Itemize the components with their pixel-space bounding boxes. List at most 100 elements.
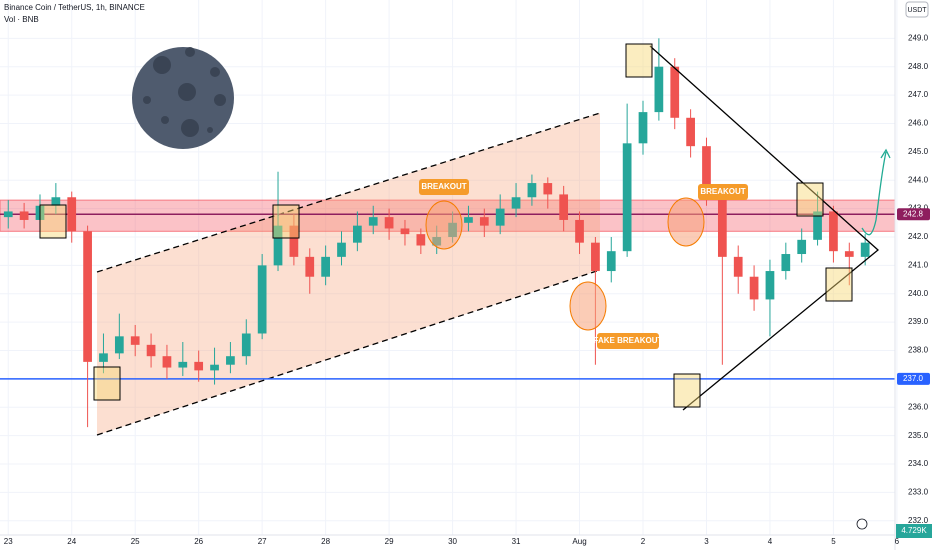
y-tick-label: 238.0: [908, 346, 929, 355]
boxes: [39, 43, 853, 408]
annotation: BREAKOUT: [421, 182, 466, 191]
channel-lower: [96, 269, 601, 436]
candle-body: [241, 333, 251, 357]
candle-body: [368, 217, 378, 226]
x-tick-label: 23: [4, 537, 13, 546]
triangle: [649, 45, 879, 411]
annotation: BREAKOUT: [700, 187, 745, 196]
x-tick-label: 24: [67, 537, 76, 546]
y-tick-label: 243.0: [908, 204, 929, 213]
candle-body: [67, 197, 77, 232]
candle-body: [670, 66, 680, 118]
candle-body: [162, 356, 172, 368]
x-tick-label: 27: [258, 537, 267, 546]
replay-icon[interactable]: [856, 518, 868, 530]
circles: [425, 197, 705, 331]
candle-body: [400, 228, 410, 235]
candles: [3, 38, 870, 428]
candle-body: [749, 276, 759, 300]
candle-body: [733, 256, 743, 277]
candle-body: [146, 344, 156, 357]
candle-body: [622, 143, 632, 252]
box: [39, 204, 67, 239]
symbol-title: Binance Coin / TetherUS, 1h, BINANCE: [4, 3, 145, 12]
candle-body: [527, 183, 537, 198]
y-tick-label: 232.0: [908, 516, 929, 525]
box: [272, 204, 300, 239]
x-tick-label: 26: [194, 537, 203, 546]
x-tick-label: 2: [641, 537, 646, 546]
arrow-head: [880, 148, 891, 159]
candle-body: [321, 256, 330, 277]
y-tick-label: 242.0: [908, 232, 929, 241]
candle-body: [559, 194, 569, 220]
candle-body: [479, 217, 489, 226]
x-tick-label: 25: [131, 537, 140, 546]
candle-body: [384, 217, 394, 229]
candle-body: [702, 146, 711, 195]
candle-body: [194, 361, 204, 371]
candle-body: [305, 256, 315, 277]
x-tick-label: Aug: [572, 537, 586, 546]
level-tag: [897, 208, 930, 221]
volume-label: Vol · BNB: [4, 15, 39, 24]
y-tick-label: 236.0: [908, 402, 929, 411]
x-tick-label: 29: [385, 537, 394, 546]
candle-body: [464, 217, 473, 223]
candle-body: [686, 117, 695, 147]
candle-body: [178, 361, 188, 368]
y-tick-label: 233.0: [908, 488, 929, 497]
y-tick-label: 240.0: [908, 289, 929, 298]
y-tick-label: 246.0: [908, 119, 929, 128]
channel-upper: [96, 112, 601, 273]
candle-body: [226, 356, 235, 365]
candle-body: [3, 211, 13, 218]
candle-body: [575, 219, 584, 243]
candle-body: [543, 183, 553, 195]
x-tick-label: 5: [831, 537, 836, 546]
x-tick-label: 4: [768, 537, 773, 546]
candle-body: [114, 336, 124, 354]
y-tick-label: 234.0: [908, 459, 929, 468]
candle-body: [829, 211, 838, 252]
candle-body: [289, 225, 299, 257]
candle-body: [416, 234, 426, 246]
candle-body: [860, 242, 870, 257]
x-tick-label: 30: [448, 537, 457, 546]
currency: USDT: [907, 7, 927, 14]
annotation-bg: [597, 333, 659, 349]
box: [796, 182, 824, 217]
candle-body: [19, 211, 29, 220]
box: [673, 373, 701, 408]
x-tick-label: 6: [895, 537, 900, 546]
candle-body: [591, 242, 600, 272]
y-tick-label: 244.0: [908, 175, 929, 184]
projection-arrow: [861, 151, 887, 236]
candle-body: [511, 197, 521, 209]
candle-body: [273, 225, 283, 266]
candle-body: [51, 197, 61, 206]
candle-body: [99, 353, 108, 362]
level-tag-label: 242.8: [903, 209, 924, 218]
y-tick-label: 239.0: [908, 317, 929, 326]
candle-body: [257, 265, 267, 334]
box: [625, 43, 653, 78]
candle-body: [781, 254, 791, 272]
y-tick-label: 249.0: [908, 33, 929, 42]
y-tick-label: 248.0: [908, 62, 929, 71]
y-tick-label: 245.0: [908, 147, 929, 156]
candle-body: [654, 66, 664, 113]
level-tag: [897, 372, 930, 385]
y-tick-label: 247.0: [908, 90, 929, 99]
candle-body: [495, 208, 505, 226]
candle-body: [717, 194, 727, 257]
annotation-bg: [419, 179, 469, 195]
box: [93, 366, 121, 401]
candle-body: [638, 112, 648, 144]
volume-tag-label: 4.729K: [901, 526, 927, 535]
currency-badge: [905, 1, 929, 18]
circle: [425, 200, 463, 250]
volume-tag: [896, 524, 932, 538]
candle-body: [210, 364, 219, 371]
